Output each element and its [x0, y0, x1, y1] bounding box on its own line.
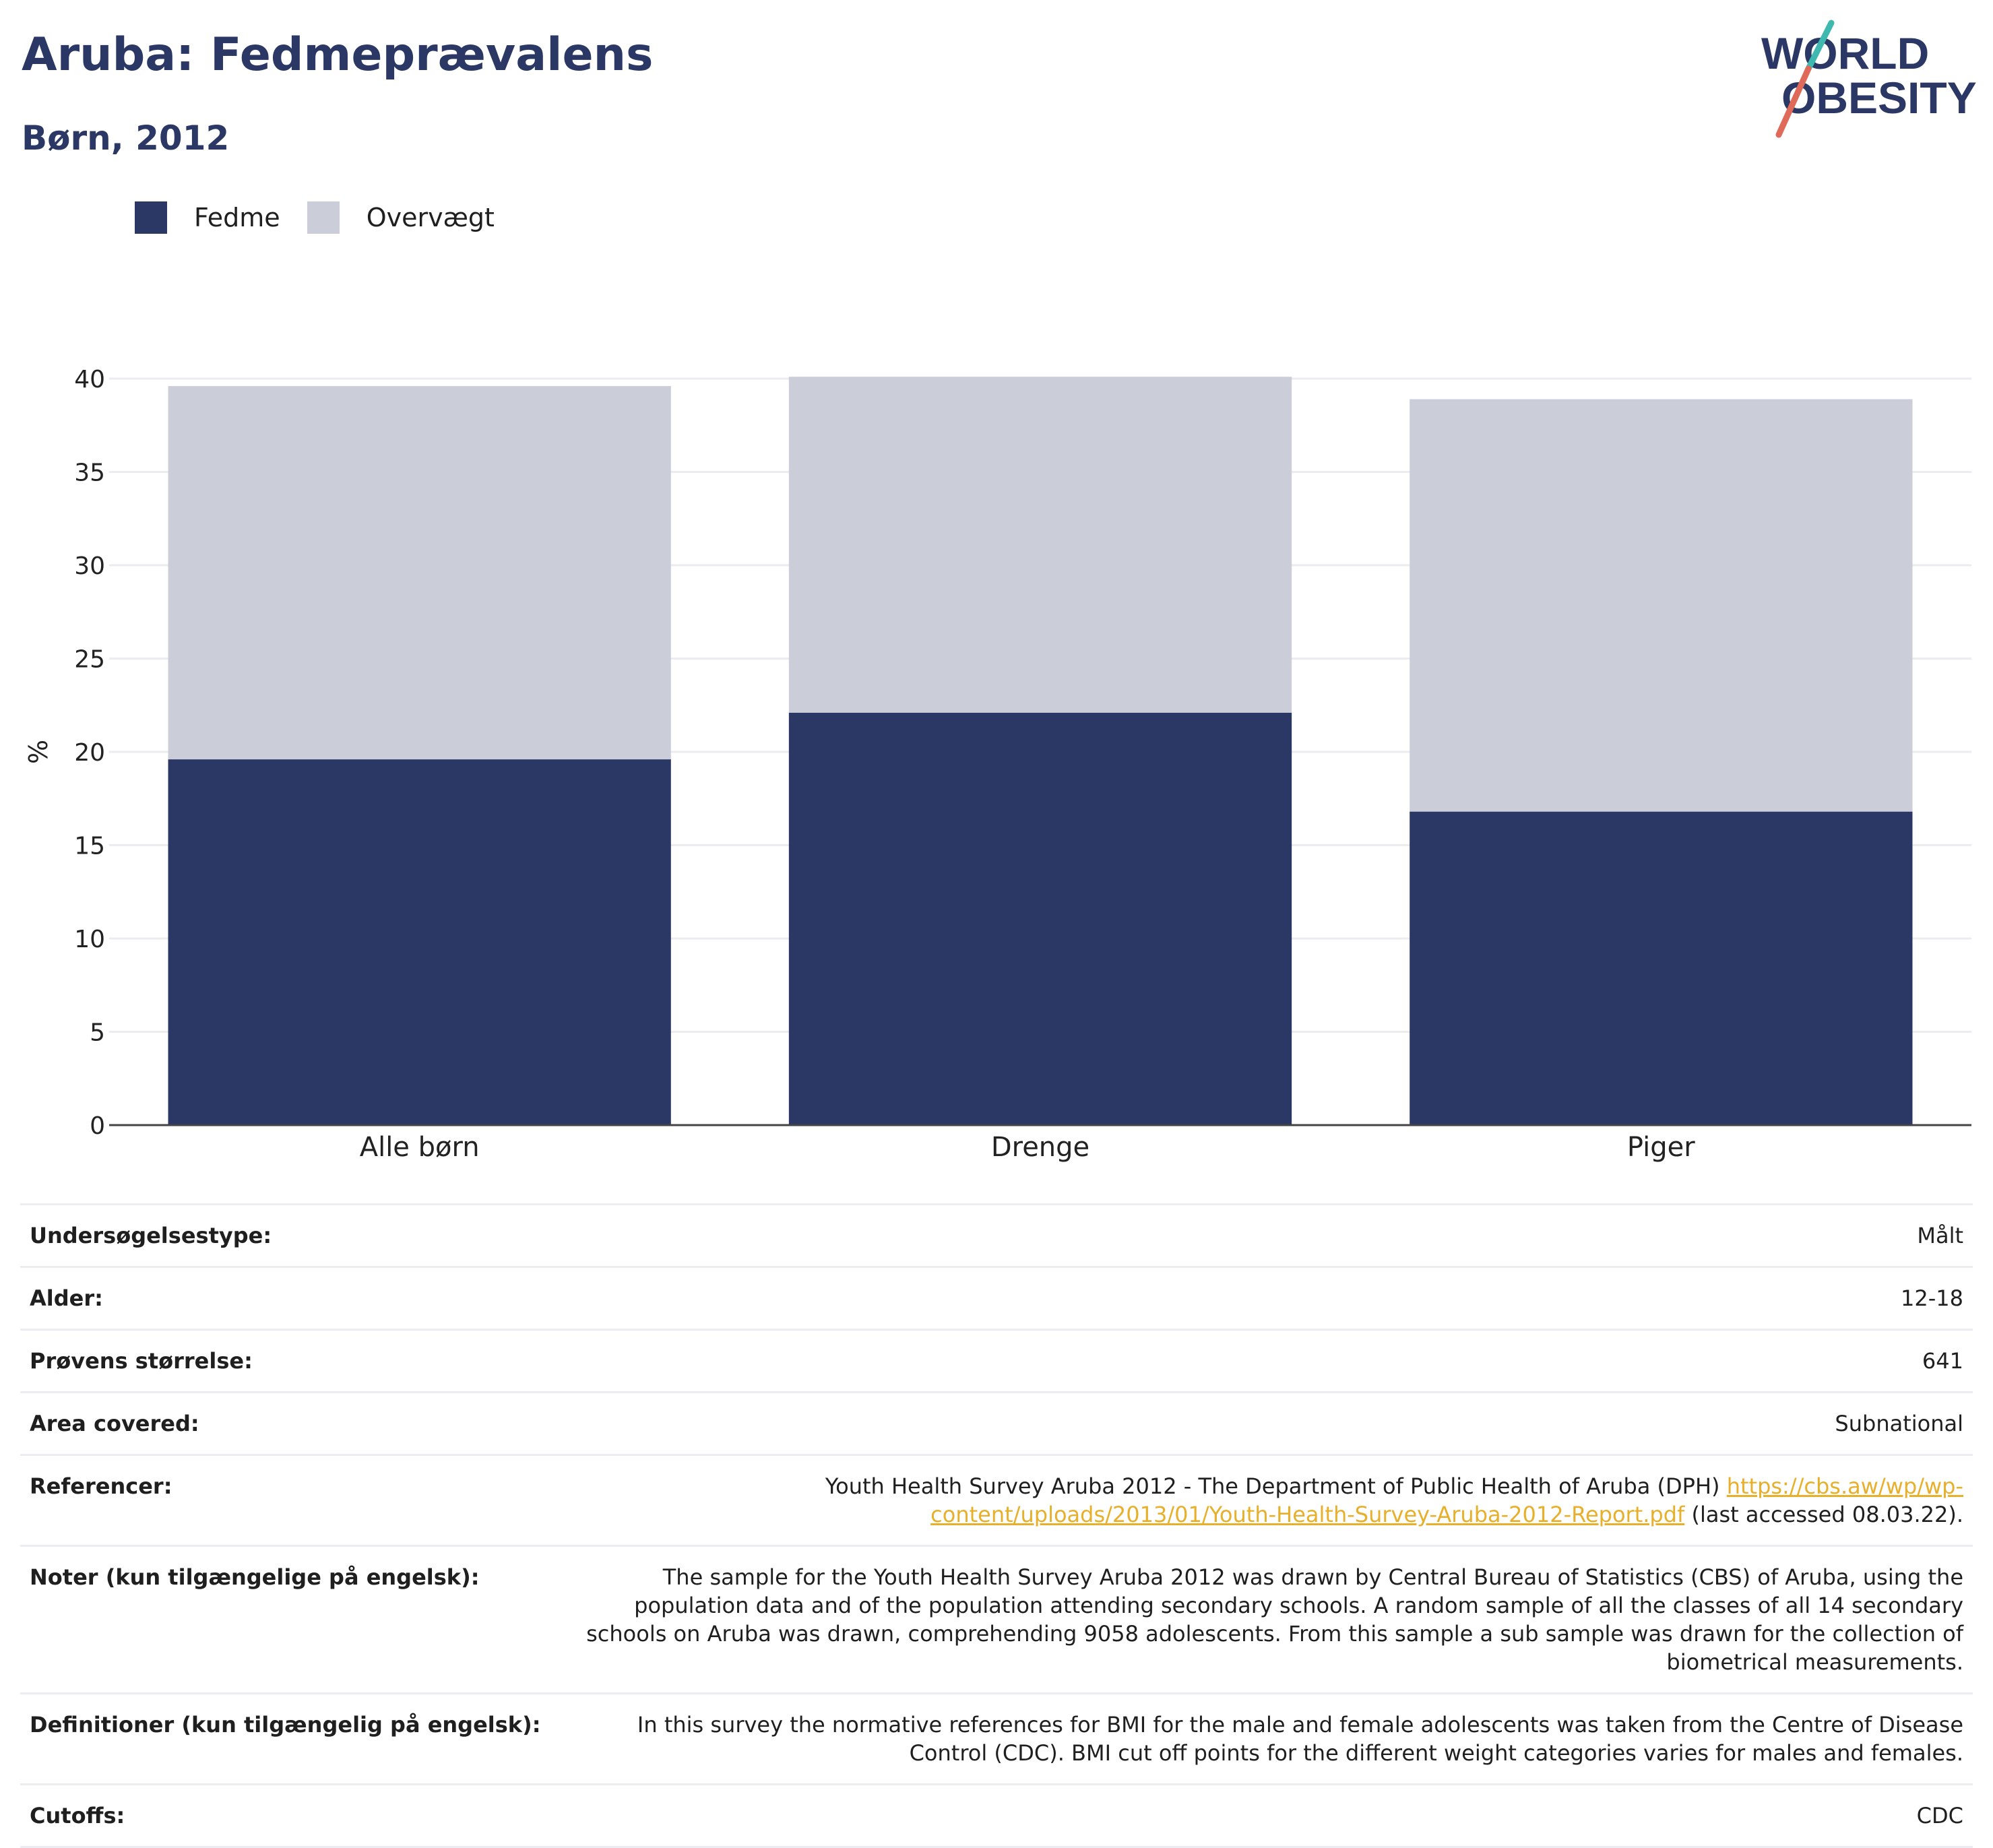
table-row: Noter (kun tilgængelige på engelsk): The… — [20, 1545, 1973, 1694]
bar-fedme — [1410, 811, 1913, 1125]
bar-overv-gt — [168, 386, 671, 760]
row-value-notes: The sample for the Youth Health Survey A… — [551, 1545, 1973, 1694]
legend-item-fedme[interactable]: Fedme — [135, 201, 280, 234]
y-tick-label: 20 — [74, 739, 105, 767]
reference-accessed-text: (last accessed 08.03.22). — [1684, 1502, 1963, 1527]
stacked-bar-chart: 0 5 10 15 20 25 30 35 40% Alle børn Drenge Piger — [24, 366, 1971, 1163]
table-row: Referencer: Youth Health Survey Aruba 20… — [20, 1454, 1973, 1546]
row-value-age: 12-18 — [551, 1266, 1973, 1330]
row-value-survey-type: Målt — [551, 1203, 1973, 1267]
world-obesity-logo: WORLD OBESITY — [1761, 20, 1977, 138]
row-key-area-covered: Area covered: — [20, 1391, 551, 1455]
bar-fedme — [788, 712, 1292, 1125]
y-tick-label: 35 — [74, 459, 105, 487]
row-value-references: Youth Health Survey Aruba 2012 - The Dep… — [551, 1454, 1973, 1546]
table-row: Alder: 12-18 — [20, 1266, 1973, 1330]
row-value-area-covered: Subnational — [551, 1391, 1973, 1455]
row-value-definitions: In this survey the normative references … — [551, 1692, 1973, 1785]
reference-text: Youth Health Survey Aruba 2012 - The Dep… — [825, 1473, 1727, 1499]
table-row: Undersøgelsestype: Målt — [20, 1203, 1973, 1267]
table-row: Prøvens størrelse: 641 — [20, 1329, 1973, 1393]
logo-text-world: WORLD — [1761, 28, 1929, 78]
legend-label-overvaegt: Overvægt — [366, 203, 495, 232]
reference-link[interactable]: https://cbs.aw/wp/wp-content/uploads/201… — [930, 1473, 1963, 1527]
legend-item-overvaegt[interactable]: Overvægt — [307, 201, 495, 234]
row-key-survey-type: Undersøgelsestype: — [20, 1203, 551, 1267]
y-tick-label: 40 — [74, 366, 105, 393]
y-axis-label: % — [24, 740, 53, 764]
x-tick-label: Alle børn — [360, 1132, 480, 1163]
logo-text-obesity: OBESITY — [1781, 73, 1977, 123]
chart-title: Aruba: Fedmeprævalens — [22, 28, 654, 82]
chart-legend: Fedme Overvægt — [135, 199, 521, 236]
legend-label-fedme: Fedme — [194, 203, 280, 232]
legend-swatch-overvaegt — [307, 201, 340, 234]
row-key-sample-size: Prøvens størrelse: — [20, 1329, 551, 1393]
survey-info-table: Undersøgelsestype: Målt Alder: 12-18 Prø… — [20, 1203, 1973, 1848]
y-tick-label: 0 — [90, 1112, 105, 1140]
row-key-references: Referencer: — [20, 1454, 551, 1546]
logo-slash-teal — [1805, 20, 1835, 72]
table-row: Cutoffs: CDC — [20, 1783, 1973, 1848]
row-key-age: Alder: — [20, 1266, 551, 1330]
legend-swatch-fedme — [135, 201, 167, 234]
chart-subtitle: Børn, 2012 — [22, 119, 230, 158]
logo-slash-red — [1775, 65, 1812, 138]
row-key-cutoffs: Cutoffs: — [20, 1783, 551, 1848]
bar-fedme — [168, 759, 671, 1125]
table-row: Area covered: Subnational — [20, 1391, 1973, 1455]
y-tick-label: 10 — [74, 926, 105, 953]
y-tick-label: 5 — [90, 1019, 105, 1047]
y-tick-label: 30 — [74, 552, 105, 580]
y-tick-label: 25 — [74, 646, 105, 674]
y-tick-label: 15 — [74, 833, 105, 860]
bar-overv-gt — [1410, 399, 1913, 812]
row-key-notes: Noter (kun tilgængelige på engelsk): — [20, 1545, 551, 1694]
x-tick-label: Drenge — [991, 1132, 1089, 1163]
row-value-cutoffs: CDC — [551, 1783, 1973, 1848]
row-value-sample-size: 641 — [551, 1329, 1973, 1393]
bar-overv-gt — [788, 377, 1292, 713]
table-row: Definitioner (kun tilgængelig på engelsk… — [20, 1692, 1973, 1785]
x-tick-label: Piger — [1627, 1132, 1695, 1163]
row-key-definitions: Definitioner (kun tilgængelig på engelsk… — [20, 1692, 551, 1785]
